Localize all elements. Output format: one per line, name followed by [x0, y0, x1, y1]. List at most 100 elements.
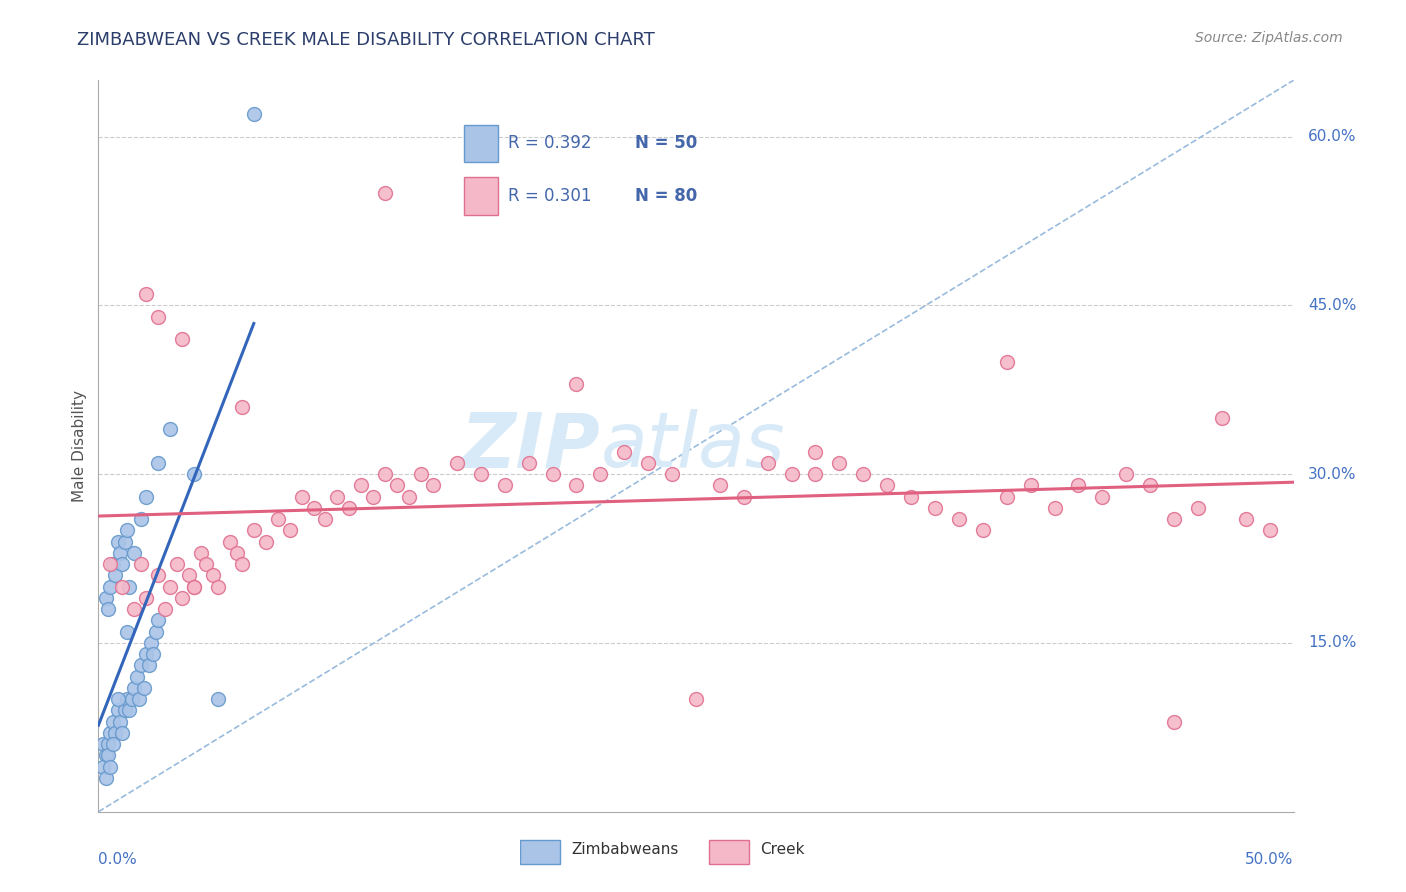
Point — [219, 534, 242, 549]
Point — [115, 692, 138, 706]
Point — [637, 456, 659, 470]
Point — [267, 512, 290, 526]
Point — [315, 512, 337, 526]
Text: Source: ZipAtlas.com: Source: ZipAtlas.com — [1195, 31, 1343, 45]
Point — [131, 658, 153, 673]
Point — [804, 467, 827, 482]
Point — [685, 692, 707, 706]
Point — [121, 692, 143, 706]
Point — [733, 490, 755, 504]
Point — [1211, 410, 1233, 425]
Point — [231, 400, 253, 414]
Point — [291, 490, 314, 504]
Point — [124, 602, 146, 616]
Point — [1163, 512, 1185, 526]
Point — [94, 591, 117, 605]
Text: 0.0%: 0.0% — [98, 852, 138, 867]
Point — [148, 310, 170, 324]
Point — [101, 737, 124, 751]
Point — [254, 534, 277, 549]
Point — [166, 557, 188, 571]
Point — [107, 692, 129, 706]
Point — [97, 602, 120, 616]
Point — [226, 546, 249, 560]
Point — [385, 478, 409, 492]
Point — [91, 760, 114, 774]
Point — [148, 456, 170, 470]
Point — [1258, 524, 1281, 538]
Point — [565, 377, 588, 392]
Point — [91, 737, 114, 751]
Point — [118, 580, 141, 594]
Point — [97, 748, 120, 763]
Point — [374, 186, 396, 200]
Point — [159, 422, 181, 436]
Point — [1234, 512, 1257, 526]
Point — [470, 467, 492, 482]
Point — [1043, 500, 1066, 515]
Point — [613, 444, 636, 458]
Point — [179, 568, 201, 582]
Point — [98, 760, 122, 774]
Point — [159, 580, 181, 594]
Point — [148, 614, 170, 628]
Point — [1115, 467, 1137, 482]
Point — [804, 444, 827, 458]
Point — [107, 703, 129, 717]
Point — [1163, 714, 1185, 729]
Point — [207, 692, 229, 706]
Point — [565, 478, 588, 492]
Point — [114, 534, 136, 549]
Point — [852, 467, 875, 482]
Point — [94, 748, 117, 763]
Point — [195, 557, 218, 571]
Point — [363, 490, 385, 504]
Point — [1091, 490, 1114, 504]
Text: 60.0%: 60.0% — [1308, 129, 1357, 144]
Point — [517, 456, 540, 470]
Point — [756, 456, 779, 470]
Point — [142, 647, 165, 661]
Point — [302, 500, 325, 515]
Point — [139, 636, 162, 650]
FancyBboxPatch shape — [709, 839, 748, 863]
Point — [114, 703, 136, 717]
Text: 30.0%: 30.0% — [1308, 467, 1357, 482]
Text: 50.0%: 50.0% — [1246, 852, 1294, 867]
Y-axis label: Male Disability: Male Disability — [72, 390, 87, 502]
FancyBboxPatch shape — [520, 839, 560, 863]
Point — [97, 737, 120, 751]
Point — [183, 580, 205, 594]
Text: Creek: Creek — [761, 842, 804, 857]
Point — [131, 512, 153, 526]
Point — [98, 726, 122, 740]
Point — [326, 490, 349, 504]
Point — [948, 512, 970, 526]
Point — [1019, 478, 1042, 492]
Point — [172, 591, 194, 605]
Point — [155, 602, 177, 616]
Point — [661, 467, 683, 482]
Point — [411, 467, 433, 482]
Point — [183, 467, 205, 482]
Point — [190, 546, 212, 560]
Point — [135, 490, 157, 504]
Point — [243, 524, 266, 538]
Point — [828, 456, 851, 470]
Text: Zimbabweans: Zimbabweans — [571, 842, 679, 857]
Point — [1067, 478, 1090, 492]
Point — [972, 524, 994, 538]
Point — [924, 500, 946, 515]
Point — [709, 478, 731, 492]
Point — [374, 467, 396, 482]
Point — [995, 490, 1018, 504]
Point — [135, 591, 157, 605]
Point — [98, 557, 122, 571]
Point — [124, 681, 146, 695]
Point — [339, 500, 361, 515]
Point — [125, 670, 148, 684]
Point — [350, 478, 373, 492]
Point — [145, 624, 167, 639]
Point — [172, 332, 194, 346]
Point — [243, 107, 266, 121]
